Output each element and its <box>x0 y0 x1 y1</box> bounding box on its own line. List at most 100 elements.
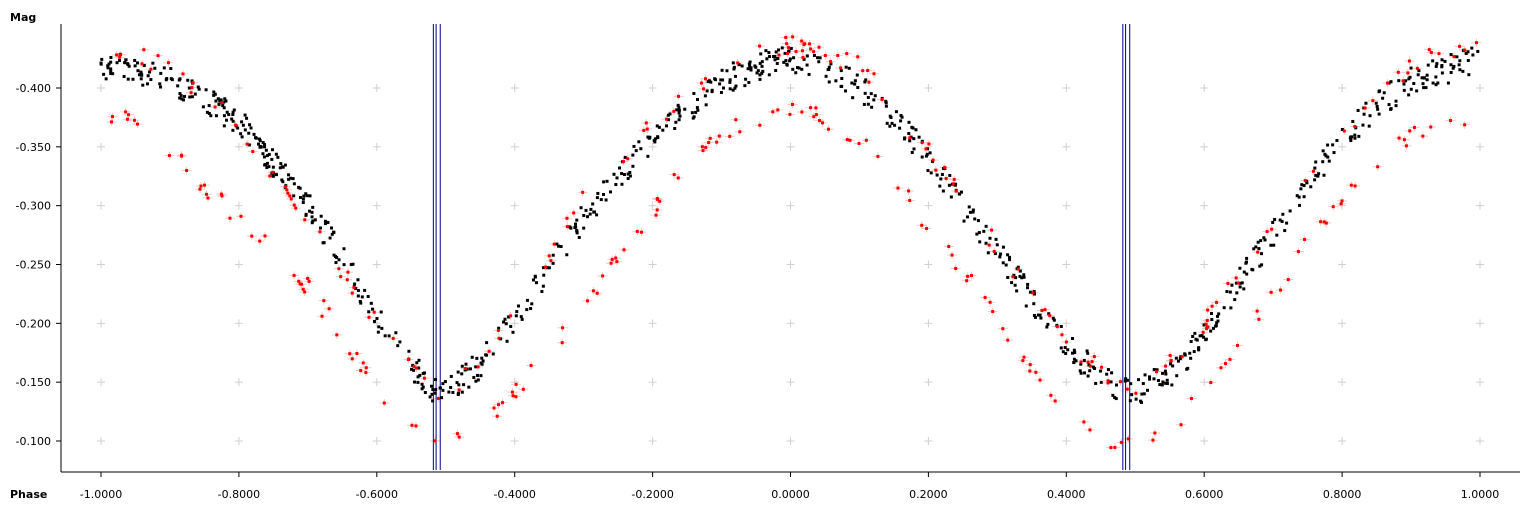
data-point-black <box>310 221 314 225</box>
data-point-black <box>301 197 305 201</box>
data-point-black <box>1425 78 1429 82</box>
data-point-black <box>929 171 933 175</box>
data-point-black <box>764 49 768 53</box>
data-point-black <box>193 92 197 96</box>
data-point-black <box>940 172 944 176</box>
data-point-red <box>1270 227 1274 231</box>
data-point-black <box>710 90 714 94</box>
data-point-black <box>732 65 736 69</box>
data-point-black <box>869 92 873 96</box>
data-point-black <box>504 322 508 326</box>
data-point-red <box>364 371 368 375</box>
data-point-black <box>140 72 144 76</box>
data-point-black <box>678 114 682 118</box>
data-point-black <box>1436 81 1440 85</box>
data-point-red <box>181 72 185 76</box>
data-point-black <box>870 105 874 109</box>
data-point-black <box>1466 50 1470 54</box>
data-point-black <box>677 106 681 110</box>
data-point-black <box>1434 64 1438 68</box>
x-tick-label: -0.6000 <box>356 488 398 501</box>
data-point-red <box>297 279 301 283</box>
data-point-black <box>728 87 732 91</box>
data-point-red <box>839 66 843 70</box>
data-point-black <box>1110 371 1114 375</box>
data-point-black <box>231 128 235 132</box>
data-point-black <box>773 58 777 62</box>
data-point-black <box>278 166 282 170</box>
data-point-black <box>1443 59 1447 63</box>
data-point-black <box>744 77 748 81</box>
data-point-black <box>342 263 346 267</box>
data-point-black <box>182 98 186 102</box>
data-point-black <box>756 69 760 73</box>
data-point-red <box>872 72 876 76</box>
data-point-black <box>695 97 699 101</box>
data-point-black <box>243 128 247 132</box>
data-point-black <box>588 212 592 216</box>
data-point-red <box>1164 364 1168 368</box>
data-point-black <box>1316 174 1320 178</box>
data-point-red <box>1092 355 1096 359</box>
data-point-red <box>1223 362 1227 366</box>
data-point-black <box>264 148 268 152</box>
data-point-black <box>465 367 469 371</box>
data-point-black <box>223 97 227 101</box>
data-point-black <box>1434 83 1438 87</box>
data-point-black <box>1088 369 1092 373</box>
data-point-red <box>1016 267 1020 271</box>
data-point-black <box>1309 185 1313 189</box>
data-point-black <box>1314 160 1318 164</box>
data-point-red <box>283 185 287 189</box>
data-point-black <box>460 372 464 376</box>
data-point-black <box>485 341 489 345</box>
data-point-black <box>818 56 822 60</box>
data-point-black <box>262 155 266 159</box>
data-point-black <box>690 111 694 115</box>
data-point-black <box>1449 63 1453 67</box>
data-point-black <box>551 253 555 257</box>
data-point-red <box>219 192 223 196</box>
grid-markers <box>97 84 1484 445</box>
data-point-red <box>848 138 852 142</box>
data-point-red <box>457 435 461 439</box>
data-point-black <box>227 113 231 117</box>
data-point-black <box>582 214 586 218</box>
data-point-black <box>416 380 420 384</box>
data-point-black <box>169 67 173 71</box>
data-point-red <box>954 189 958 193</box>
data-point-black <box>356 294 360 298</box>
data-point-red <box>966 274 970 278</box>
data-point-red <box>271 170 275 174</box>
data-point-black <box>313 218 317 222</box>
data-point-black <box>1228 290 1232 294</box>
data-point-black <box>1059 346 1063 350</box>
data-point-black <box>789 46 793 50</box>
data-point-black <box>470 355 474 359</box>
data-point-black <box>417 366 421 370</box>
data-point-black <box>1349 139 1353 143</box>
data-point-black <box>721 78 725 82</box>
data-point-black <box>703 94 707 98</box>
data-point-black <box>118 58 122 62</box>
data-point-black <box>517 304 521 308</box>
data-point-black <box>957 192 961 196</box>
data-point-red <box>1353 184 1357 188</box>
data-point-black <box>1240 281 1244 285</box>
data-point-red <box>1168 353 1172 357</box>
data-point-red <box>156 54 160 58</box>
data-point-black <box>1130 393 1134 397</box>
data-point-black <box>1404 79 1408 83</box>
data-point-black <box>863 80 867 84</box>
data-point-black <box>1191 334 1195 338</box>
data-point-black <box>1195 338 1199 342</box>
data-point-black <box>330 226 334 230</box>
data-point-red <box>206 196 210 200</box>
data-point-black <box>1440 58 1444 62</box>
data-point-black <box>1321 149 1325 153</box>
data-point-black <box>1164 372 1168 376</box>
data-point-red <box>1408 129 1412 133</box>
data-point-black <box>755 71 759 75</box>
data-point-black <box>135 61 139 65</box>
